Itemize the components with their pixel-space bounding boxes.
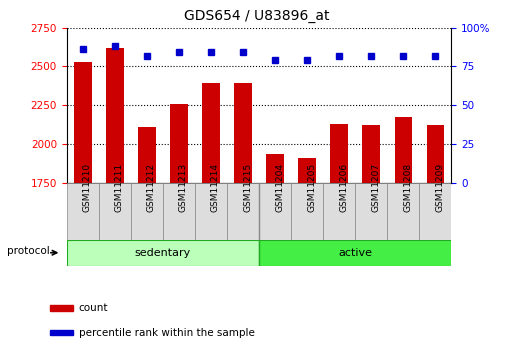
- FancyBboxPatch shape: [323, 183, 355, 240]
- FancyBboxPatch shape: [291, 183, 323, 240]
- Bar: [299, 158, 316, 183]
- Bar: [330, 124, 348, 183]
- FancyBboxPatch shape: [131, 183, 163, 240]
- Text: GSM11208: GSM11208: [403, 163, 412, 212]
- Bar: [138, 127, 155, 183]
- Text: protocol: protocol: [7, 246, 49, 256]
- FancyBboxPatch shape: [387, 183, 420, 240]
- Text: GSM11207: GSM11207: [371, 163, 380, 212]
- Bar: [170, 105, 188, 183]
- Bar: [427, 125, 444, 183]
- Text: GSM11206: GSM11206: [339, 163, 348, 212]
- FancyBboxPatch shape: [195, 183, 227, 240]
- FancyBboxPatch shape: [98, 183, 131, 240]
- Text: GSM11210: GSM11210: [83, 163, 92, 212]
- Text: GSM11205: GSM11205: [307, 163, 316, 212]
- Text: GSM11209: GSM11209: [436, 163, 444, 212]
- Bar: [50, 330, 73, 335]
- Bar: [234, 83, 252, 183]
- Text: active: active: [338, 248, 372, 258]
- FancyBboxPatch shape: [67, 183, 98, 240]
- Text: percentile rank within the sample: percentile rank within the sample: [78, 328, 254, 337]
- FancyBboxPatch shape: [163, 183, 195, 240]
- Text: GDS654 / U83896_at: GDS654 / U83896_at: [184, 9, 329, 23]
- Text: GSM11215: GSM11215: [243, 163, 252, 212]
- Bar: [106, 48, 124, 183]
- FancyBboxPatch shape: [355, 183, 387, 240]
- Text: sedentary: sedentary: [135, 248, 191, 258]
- Text: GSM11212: GSM11212: [147, 163, 156, 212]
- Text: GSM11204: GSM11204: [275, 163, 284, 212]
- FancyBboxPatch shape: [420, 183, 451, 240]
- FancyBboxPatch shape: [227, 183, 259, 240]
- Text: count: count: [78, 303, 108, 313]
- FancyBboxPatch shape: [259, 240, 451, 266]
- FancyBboxPatch shape: [67, 240, 259, 266]
- Text: GSM11214: GSM11214: [211, 163, 220, 212]
- Bar: [202, 83, 220, 183]
- Text: GSM11213: GSM11213: [179, 163, 188, 212]
- Bar: [266, 154, 284, 183]
- Text: GSM11211: GSM11211: [115, 163, 124, 212]
- Bar: [74, 62, 91, 183]
- Bar: [363, 125, 380, 183]
- Bar: [394, 117, 412, 183]
- FancyBboxPatch shape: [259, 183, 291, 240]
- Bar: [50, 305, 73, 310]
